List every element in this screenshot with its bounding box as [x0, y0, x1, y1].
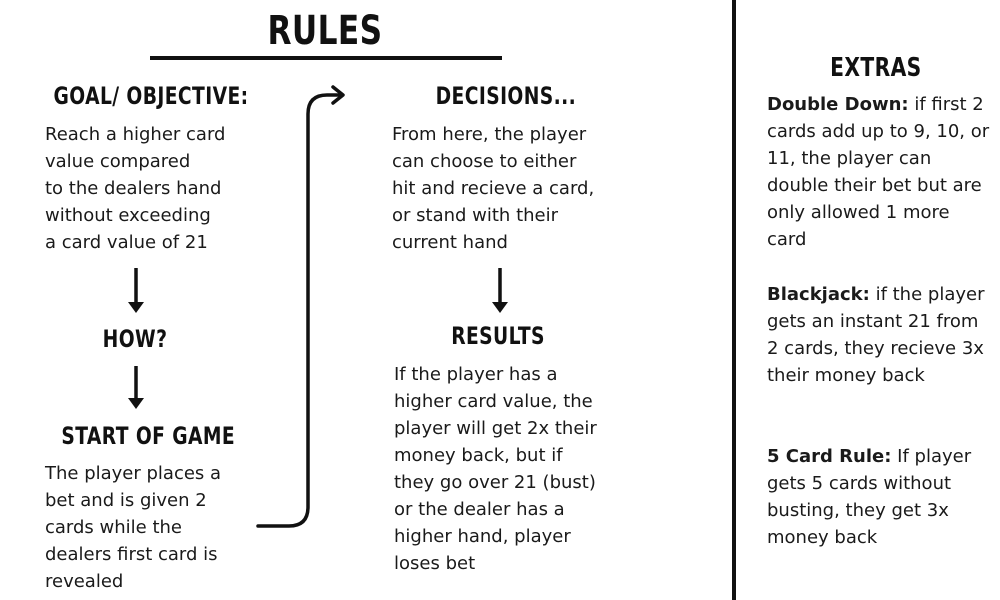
results-text: If the player has a higher card value, t… — [394, 364, 597, 574]
five-card-rule-text: If player gets 5 cards without busting, … — [767, 446, 972, 548]
column-divider — [732, 0, 736, 600]
page-title: RULES — [267, 8, 383, 54]
decisions-text: From here, the player can choose to eith… — [392, 124, 595, 253]
double-down-label: Double Down: — [767, 94, 909, 115]
double-down-rule: Double Down: if first 2 cards add up to … — [767, 91, 992, 253]
down-arrow-icon — [128, 268, 144, 313]
decisions-heading: DECISIONS... — [435, 82, 577, 110]
title-underline — [150, 56, 502, 60]
connector-arrow-icon — [256, 85, 345, 528]
start-of-game-text: The player places a bet and is given 2 c… — [45, 463, 222, 592]
down-arrow-icon — [492, 268, 508, 313]
five-card-rule: 5 Card Rule: If player gets 5 cards with… — [767, 443, 992, 551]
how-heading: HOW? — [102, 325, 168, 353]
start-of-game-heading: START OF GAME — [61, 422, 236, 450]
results-heading: RESULTS — [451, 322, 545, 350]
blackjack-rule: Blackjack: if the player gets an instant… — [767, 281, 992, 389]
down-arrow-icon — [128, 366, 144, 409]
five-card-rule-label: 5 Card Rule: — [767, 446, 892, 467]
extras-heading: EXTRAS — [830, 53, 922, 83]
blackjack-label: Blackjack: — [767, 284, 870, 305]
blackjack-text: if the player gets an instant 21 from 2 … — [767, 284, 985, 386]
double-down-text: if first 2 cards add up to 9, 10, or 11,… — [767, 94, 990, 250]
goal-text: Reach a higher card value compared to th… — [45, 124, 226, 253]
goal-heading: GOAL/ OBJECTIVE: — [53, 82, 249, 110]
